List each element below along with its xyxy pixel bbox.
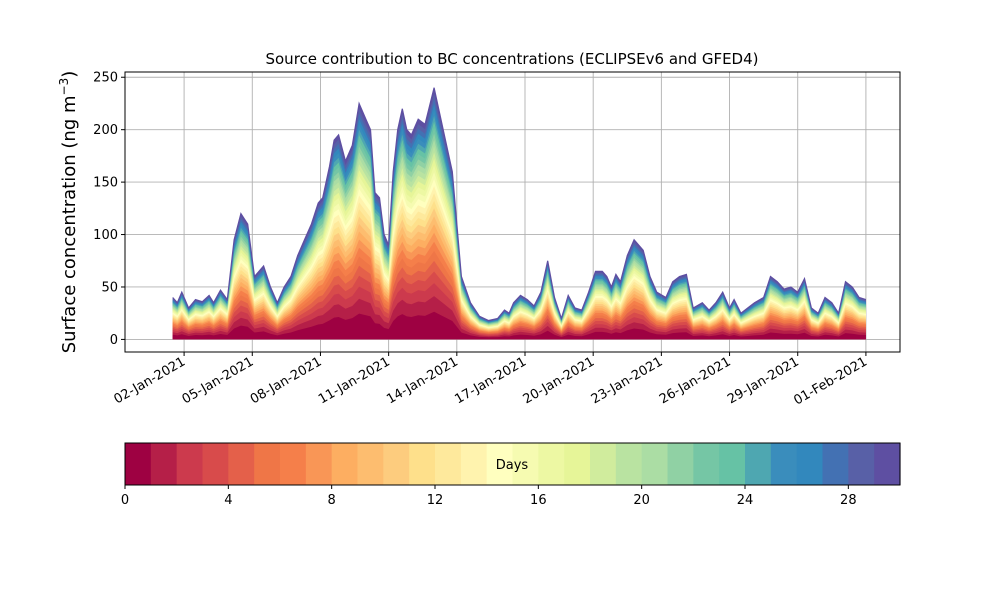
chart-title: Source contribution to BC concentrations… <box>265 50 758 68</box>
colorbar-frame <box>124 442 901 486</box>
colorbar-segment-3 <box>202 443 229 485</box>
y-tick-label: 0 <box>110 333 118 348</box>
x-axis: 02-Jan-202105-Jan-202108-Jan-202111-Jan-… <box>111 352 870 408</box>
colorbar-segment-24 <box>745 443 772 485</box>
x-tick-label: 08-Jan-2021 <box>248 354 325 407</box>
x-tick-label: 17-Jan-2021 <box>452 354 529 407</box>
colorbar-segment-19 <box>615 443 643 485</box>
y-tick-label: 100 <box>93 228 118 243</box>
colorbar-tick-label: 20 <box>633 493 650 508</box>
colorbar-segment-20 <box>641 443 669 485</box>
colorbar-segment-13 <box>460 443 488 485</box>
colorbar-segment-26 <box>796 443 824 485</box>
colorbar-tick-label: 24 <box>737 493 754 508</box>
colorbar-segment-18 <box>590 443 617 485</box>
colorbar-tick-label: 16 <box>530 493 547 508</box>
y-tick-label: 150 <box>93 176 118 191</box>
x-tick-label: 29-Jan-2021 <box>725 354 802 407</box>
colorbar-segment-5 <box>254 443 281 485</box>
colorbar-segment-2 <box>176 443 204 485</box>
colorbar-segment-8 <box>331 443 359 485</box>
y-tick-label: 250 <box>93 71 118 86</box>
y-axis-label: Surface concentration (ng m−3) <box>57 71 80 354</box>
plot-frame <box>124 71 901 353</box>
colorbar-segment-1 <box>150 443 178 485</box>
y-tick-label: 50 <box>101 280 118 295</box>
colorbar-tick-label: 28 <box>840 493 857 508</box>
colorbar-label: Days <box>496 458 529 473</box>
colorbar-segment-4 <box>228 443 255 485</box>
total-outline <box>172 87 867 322</box>
x-tick-label: 14-Jan-2021 <box>384 354 461 407</box>
colorbar-segment-23 <box>719 443 746 485</box>
x-tick-label: 20-Jan-2021 <box>521 354 598 407</box>
y-axis: 0 50 100 150 200 250 <box>93 71 125 348</box>
colorbar-tick-label: 0 <box>121 493 129 508</box>
colorbar-segment-0 <box>125 443 152 485</box>
colorbar-segment-6 <box>280 443 307 485</box>
colorbar-segment-28 <box>848 443 875 485</box>
x-tick-label: 11-Jan-2021 <box>316 354 393 407</box>
colorbar-segment-22 <box>693 443 720 485</box>
colorbar-segment-9 <box>357 443 384 485</box>
colorbar-segment-25 <box>770 443 798 485</box>
y-tick-label: 200 <box>93 123 118 138</box>
colorbar-tick-label: 8 <box>328 493 336 508</box>
area-band-day-0 <box>172 311 866 340</box>
colorbar-segment-29 <box>874 443 901 485</box>
x-tick-label: 01-Feb-2021 <box>791 354 870 408</box>
colorbar-segment-16 <box>538 443 565 485</box>
colorbar-segment-15 <box>512 443 539 485</box>
colorbar-tick-label: 4 <box>224 493 232 508</box>
colorbar-segment-27 <box>822 443 849 485</box>
x-tick-label: 23-Jan-2021 <box>589 354 666 407</box>
colorbar-segment-7 <box>305 443 333 485</box>
x-tick-label: 26-Jan-2021 <box>657 354 734 407</box>
colorbar-segment-21 <box>667 443 694 485</box>
colorbar-tick-label: 12 <box>427 493 444 508</box>
colorbar-segment-12 <box>435 443 462 485</box>
colorbar-segment-14 <box>486 443 514 485</box>
colorbar-segment-11 <box>409 443 436 485</box>
colorbar: 0 4 8 12 16 20 24 28 <box>121 442 901 508</box>
colorbar-segment-10 <box>383 443 410 485</box>
colorbar-segment-17 <box>564 443 591 485</box>
x-tick-label: 05-Jan-2021 <box>180 354 257 407</box>
stacked-area <box>172 87 867 340</box>
x-tick-label: 02-Jan-2021 <box>111 354 188 407</box>
